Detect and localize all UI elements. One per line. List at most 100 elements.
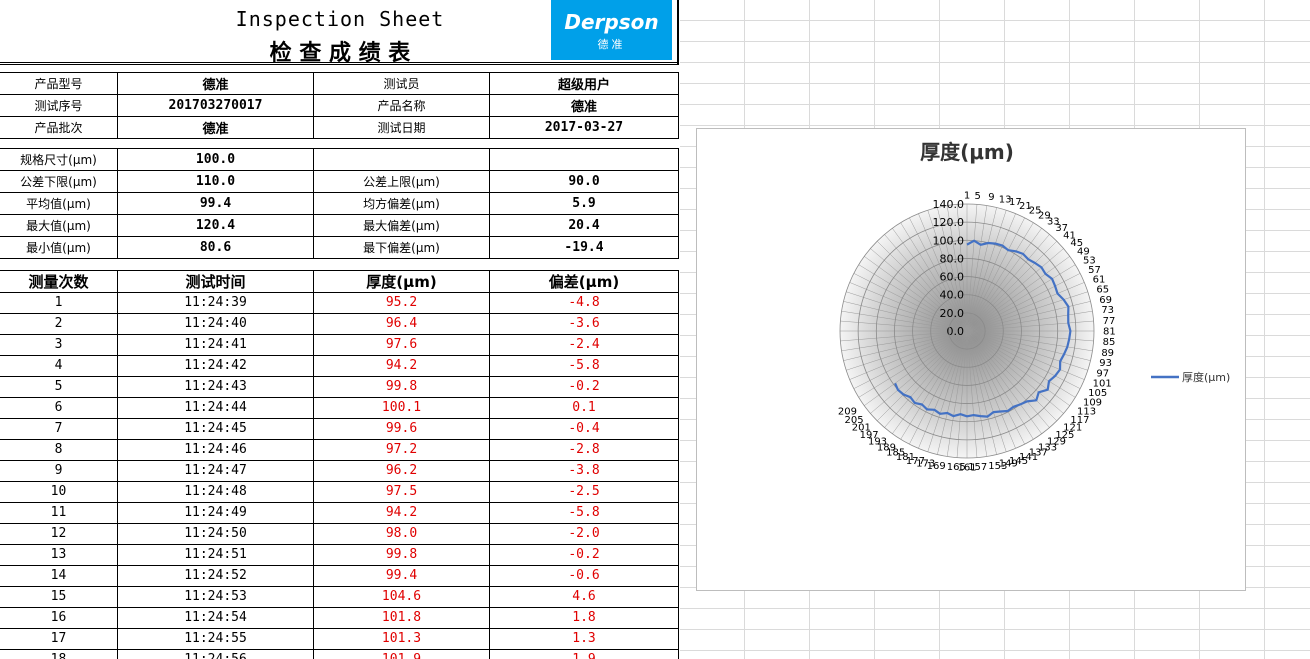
category-label: 209 — [838, 406, 857, 417]
category-label: 117 — [1070, 415, 1089, 426]
category-label: 165 — [947, 462, 966, 473]
table-cell: 测试日期 — [314, 116, 490, 139]
category-label: 153 — [988, 461, 1007, 472]
table-cell: 4.6 — [490, 586, 679, 608]
spoke — [892, 330, 968, 434]
spoke — [946, 205, 968, 332]
spoke — [864, 256, 968, 332]
spoke — [966, 256, 1070, 332]
table-cell: 11:24:39 — [118, 292, 314, 314]
table-cell: 1 — [0, 292, 118, 314]
title-en: Inspection Sheet — [235, 7, 445, 31]
table-cell: -3.6 — [490, 313, 679, 335]
table-cell: 均方偏差(μm) — [314, 192, 490, 215]
spoke — [841, 310, 968, 332]
spoke — [840, 320, 968, 332]
table-cell: 2017-03-27 — [490, 116, 679, 139]
spoke — [884, 330, 968, 428]
spoke — [966, 330, 1070, 406]
spoke — [966, 330, 978, 458]
category-label: 129 — [1047, 437, 1066, 448]
table-cell: 6 — [0, 397, 118, 419]
legend-label: 厚度(μm) — [1182, 370, 1230, 384]
table-cell: 1.8 — [490, 607, 679, 629]
category-label: 73 — [1101, 305, 1114, 316]
spoke — [966, 282, 1085, 332]
logo-cn: 德准 — [597, 38, 626, 51]
table-cell: 100.0 — [118, 148, 314, 171]
table-cell: 96.4 — [314, 313, 490, 335]
category-label: 141 — [1019, 452, 1038, 463]
spoke — [840, 330, 968, 342]
table-cell: 99.4 — [314, 565, 490, 587]
table-frame — [0, 148, 679, 258]
category-label: 9 — [988, 192, 994, 203]
table-cell: 5.9 — [490, 192, 679, 215]
grid-ring — [857, 221, 1077, 441]
table-cell: 94.2 — [314, 502, 490, 524]
table-cell: 0.1 — [490, 397, 679, 419]
spoke — [909, 217, 968, 332]
spoke — [849, 282, 968, 332]
table-cell: 94.2 — [314, 355, 490, 377]
spoke — [966, 330, 1091, 361]
table-cell: 1.9 — [490, 649, 679, 659]
category-label: 25 — [1029, 205, 1042, 216]
table-cell: 17 — [0, 628, 118, 650]
spoke — [966, 205, 988, 332]
category-label: 93 — [1099, 358, 1112, 369]
header-rule — [0, 62, 679, 65]
category-label: 181 — [896, 452, 915, 463]
table-cell: 最下偏差(μm) — [314, 236, 490, 259]
table-cell: 15 — [0, 586, 118, 608]
spoke — [966, 330, 1093, 352]
y-tick-label: 60.0 — [940, 271, 965, 284]
spoke — [900, 222, 968, 332]
spoke — [918, 330, 968, 449]
table-cell: 201703270017 — [118, 94, 314, 117]
category-label: 53 — [1083, 255, 1096, 266]
table-cell: -0.4 — [490, 418, 679, 440]
grid-ring — [875, 239, 1059, 423]
table-cell: 测试员 — [314, 72, 490, 95]
spoke — [966, 330, 1076, 398]
title-cn: 检 查 成 绩 表 — [269, 41, 411, 66]
table-cell: 9 — [0, 460, 118, 482]
column-header: 厚度(μm) — [314, 270, 490, 293]
chart-area: 厚度(μm) 1 5 9 13 17 21 25 29 33 37 41 45 49 53 57 61 65 69 7… — [696, 128, 1246, 591]
table-cell: 德准 — [118, 72, 314, 95]
category-label: 57 — [1088, 265, 1101, 276]
category-label: 97 — [1096, 369, 1109, 380]
table-cell: 11:24:54 — [118, 607, 314, 629]
spoke — [853, 330, 968, 389]
spoke — [966, 330, 1025, 445]
table-cell: 97.6 — [314, 334, 490, 356]
table-cell: 德准 — [118, 116, 314, 139]
spoke — [846, 291, 968, 332]
category-label: 5 — [974, 191, 980, 202]
spoke — [937, 207, 968, 332]
spoke — [966, 291, 1088, 332]
table-cell: 11:24:43 — [118, 376, 314, 398]
spoke — [843, 301, 968, 332]
table-cell: 101.3 — [314, 628, 490, 650]
spoke — [946, 330, 968, 457]
spoke — [966, 330, 1007, 452]
spoke — [843, 330, 968, 361]
table-cell: -0.6 — [490, 565, 679, 587]
spoke — [884, 234, 968, 332]
spoke — [892, 228, 968, 332]
category-label: 145 — [1009, 456, 1028, 467]
table-cell: 11:24:51 — [118, 544, 314, 566]
spoke — [841, 330, 968, 352]
table-cell: 产品名称 — [314, 94, 490, 117]
spoke — [966, 204, 978, 332]
category-label: 89 — [1101, 348, 1114, 359]
category-label: 125 — [1055, 430, 1074, 441]
spoke — [849, 330, 968, 380]
spoke — [966, 330, 1016, 449]
grid-ring — [839, 203, 1095, 459]
spoke — [858, 264, 968, 332]
spoke — [858, 330, 968, 398]
spoke — [966, 301, 1091, 332]
